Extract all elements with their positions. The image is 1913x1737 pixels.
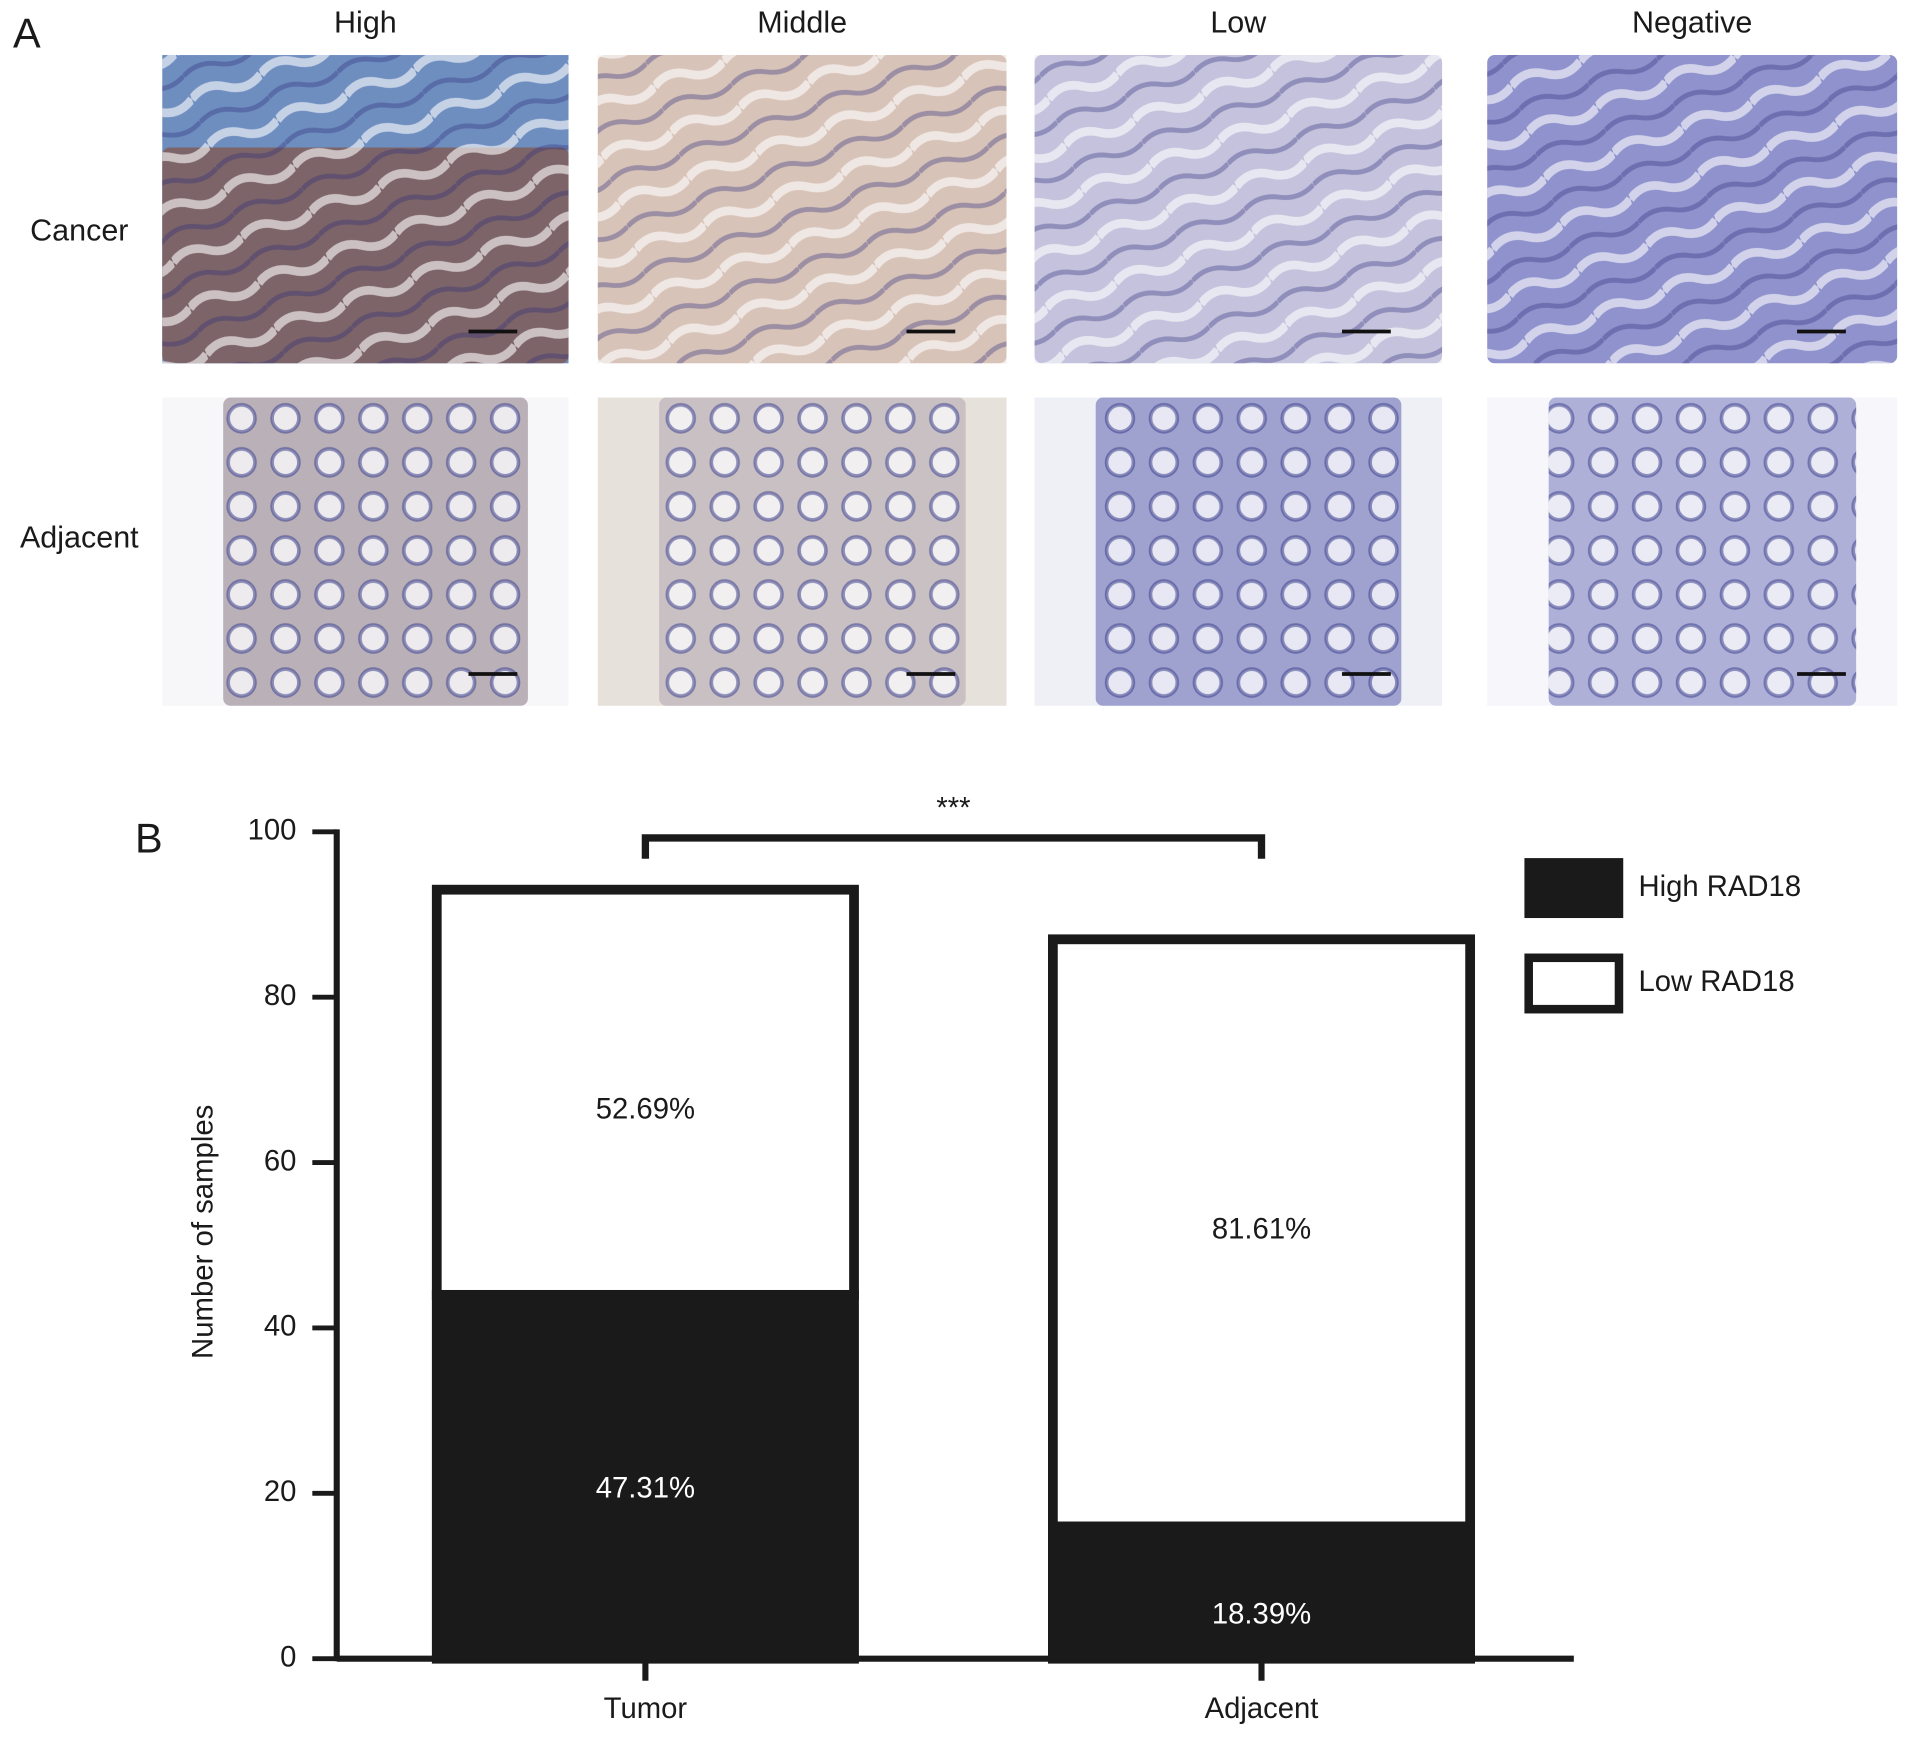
legend-swatch (1524, 858, 1624, 919)
y-tick-label: 80 (264, 979, 297, 1012)
legend-swatch (1524, 953, 1624, 1014)
tissue-texture (223, 397, 528, 706)
y-tick-label: 0 (280, 1640, 296, 1673)
y-axis-label: Number of samples (187, 1105, 220, 1359)
tissue-texture (597, 55, 1007, 364)
row-label: Adjacent (20, 520, 139, 554)
value-label: 52.69% (596, 1092, 695, 1125)
bar-segment (1048, 934, 1476, 1532)
x-tick-label: Tumor (604, 1692, 688, 1725)
panel-label: A (13, 10, 41, 57)
value-label: 18.39% (1212, 1598, 1311, 1631)
column-header: High (334, 6, 397, 40)
value-label: 47.31% (596, 1472, 695, 1505)
column-header: Low (1210, 6, 1267, 40)
y-tick-label: 60 (264, 1144, 297, 1177)
panel-label: B (135, 815, 163, 862)
significance-bracket (641, 834, 1266, 859)
row-label: Cancer (30, 213, 128, 247)
tissue-texture (659, 397, 966, 706)
tissue-texture (1095, 397, 1402, 706)
tissue-texture (1487, 55, 1898, 364)
bar-segment (1048, 1521, 1476, 1664)
tissue-texture (162, 55, 569, 364)
legend-label: Low RAD18 (1638, 965, 1794, 998)
tissue-texture (1548, 397, 1857, 706)
panel-b: B Number of samples 0 20 40 60 80 100 Tumor 47.31… (135, 792, 1801, 1725)
legend-label: High RAD18 (1638, 870, 1801, 903)
value-label: 81.61% (1212, 1212, 1311, 1245)
panel-a: High Middle Low Negative Cancer Adjacent (20, 6, 1898, 706)
y-tick-label: 40 (264, 1310, 297, 1343)
bar-segment (431, 884, 859, 1300)
tissue-texture (1034, 55, 1443, 364)
bar-segment (431, 1289, 859, 1664)
x-tick-label: Adjacent (1205, 1692, 1319, 1725)
column-header: Middle (757, 6, 847, 40)
significance-label: *** (936, 792, 970, 825)
column-header: Negative (1632, 6, 1752, 40)
y-tick-label: 20 (264, 1475, 297, 1508)
y-tick-label: 100 (248, 814, 297, 847)
